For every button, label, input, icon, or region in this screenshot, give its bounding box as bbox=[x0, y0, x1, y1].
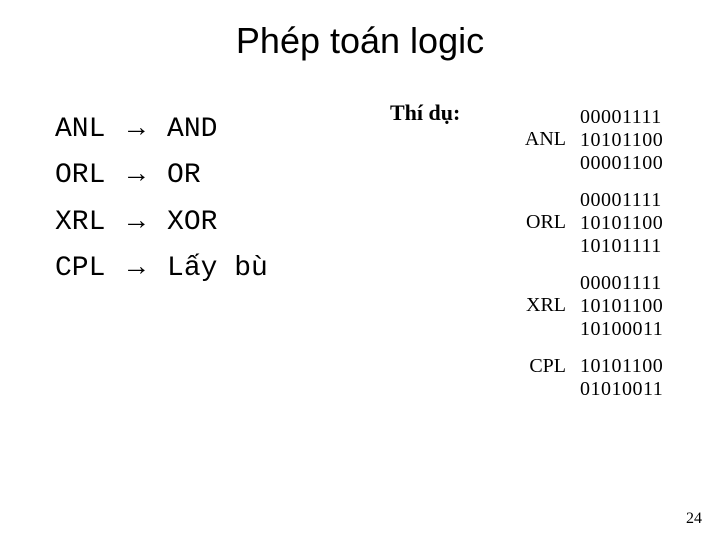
bin-line: 10101111 bbox=[580, 235, 680, 258]
bin-line: 00001100 bbox=[580, 152, 680, 175]
arrow-icon: → bbox=[122, 111, 150, 142]
op-mnemonic: CPL bbox=[55, 253, 105, 284]
example-values: 00001111 10101100 10100011 bbox=[580, 272, 680, 341]
bin-line: 00001111 bbox=[580, 106, 680, 129]
bin-line: 10101100 bbox=[580, 129, 680, 152]
op-meaning: Lấy bù bbox=[167, 253, 268, 284]
example-label: ORL bbox=[518, 189, 566, 234]
arrow-icon: → bbox=[122, 204, 150, 235]
bin-line: 01010011 bbox=[580, 378, 680, 401]
example-block: ORL 00001111 10101100 10101111 bbox=[390, 189, 680, 258]
example-label: XRL bbox=[518, 272, 566, 317]
op-meaning: OR bbox=[167, 160, 201, 191]
op-mnemonic: XRL bbox=[55, 207, 105, 238]
example-label: CPL bbox=[518, 355, 566, 378]
op-mnemonic: ORL bbox=[55, 160, 105, 191]
bin-line: 10101100 bbox=[580, 212, 680, 235]
op-row: XRL → XOR bbox=[55, 198, 268, 244]
op-meaning: XOR bbox=[167, 207, 217, 238]
example-values: 00001111 10101100 10101111 bbox=[580, 189, 680, 258]
op-row: ANL → AND bbox=[55, 105, 268, 151]
slide-title: Phép toán logic bbox=[0, 0, 720, 62]
example-block: CPL 10101100 01010011 bbox=[390, 355, 680, 401]
op-meaning: AND bbox=[167, 114, 217, 145]
bin-line: 10101100 bbox=[580, 355, 680, 378]
example-values: 00001111 10101100 00001100 bbox=[580, 106, 680, 175]
example-values: 10101100 01010011 bbox=[580, 355, 680, 401]
bin-line: 00001111 bbox=[580, 189, 680, 212]
example-label: ANL bbox=[518, 106, 566, 151]
operations-list: ANL → AND ORL → OR XRL → XOR CPL → Lấy b… bbox=[55, 105, 268, 291]
arrow-icon: → bbox=[122, 157, 150, 188]
page-number: 24 bbox=[686, 510, 702, 528]
op-row: ORL → OR bbox=[55, 151, 268, 197]
example-block: XRL 00001111 10101100 10100011 bbox=[390, 272, 680, 341]
op-row: CPL → Lấy bù bbox=[55, 244, 268, 290]
arrow-icon: → bbox=[122, 250, 150, 281]
examples-section: Thí dụ: ANL 00001111 10101100 00001100 O… bbox=[390, 100, 680, 415]
bin-line: 00001111 bbox=[580, 272, 680, 295]
op-mnemonic: ANL bbox=[55, 114, 105, 145]
bin-line: 10101100 bbox=[580, 295, 680, 318]
bin-line: 10100011 bbox=[580, 318, 680, 341]
